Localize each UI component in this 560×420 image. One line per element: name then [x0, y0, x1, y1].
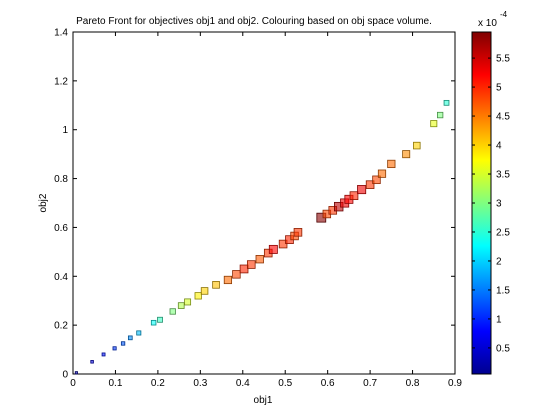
- data-point: [184, 298, 192, 306]
- y-tick-label: 1: [62, 125, 68, 136]
- x-tick-label: 0.1: [108, 378, 122, 389]
- colorbar-tick-label: 5: [496, 83, 502, 94]
- colorbar-tick-label: 2: [496, 256, 502, 267]
- data-point: [443, 99, 450, 106]
- data-point: [268, 244, 278, 254]
- data-point: [177, 302, 185, 309]
- y-tick-label: 1.4: [54, 28, 68, 39]
- data-point: [194, 292, 202, 300]
- data-point: [377, 169, 387, 178]
- plot-area: 0 0.1 0.2 0.3 0.4 0.5 0.6 0.7 0.8 0.9 0 0.2 0.4 0.6 0.…: [54, 28, 462, 390]
- chart-title: Pareto Front for objectives obj1 and obj…: [76, 16, 432, 27]
- data-point: [255, 255, 264, 264]
- data-point: [402, 150, 411, 159]
- colorbar-tick-label: 1: [496, 314, 502, 325]
- colorbar-tick-label: 5.5: [496, 54, 510, 65]
- data-point: [239, 264, 249, 274]
- points-layer: [74, 99, 450, 375]
- colorbar-tick-label: 1.5: [496, 285, 510, 296]
- data-point: [200, 287, 209, 295]
- x-tick-label: 0.2: [151, 378, 165, 389]
- y-tick-label: 0.4: [54, 272, 68, 283]
- x-tick-label: 0.7: [363, 378, 377, 389]
- x-tick-label: 0.3: [193, 378, 207, 389]
- data-point: [169, 308, 176, 315]
- y-tick-label: 0: [62, 370, 68, 381]
- colorbar-tick-label: 3.5: [496, 170, 510, 181]
- data-point: [436, 111, 444, 119]
- data-point: [232, 270, 241, 279]
- data-point: [90, 360, 94, 364]
- y-tick-label: 0.8: [54, 174, 68, 185]
- data-point: [246, 260, 256, 269]
- colorbar-tick-label: 0.5: [496, 343, 510, 354]
- x-tick-label: 0.9: [448, 378, 462, 389]
- colorbar: x 10 -4 0.5 1 1.5 2 2.5 3 3.5 4 4.5 5 5.5: [471, 10, 510, 375]
- data-point: [157, 316, 163, 323]
- data-point: [387, 159, 396, 169]
- data-point: [430, 120, 438, 128]
- data-point: [357, 185, 367, 195]
- x-axis-label: obj1: [254, 395, 273, 406]
- data-point: [101, 352, 106, 357]
- x-tick-label: 0.4: [236, 378, 250, 389]
- colorbar-exponent: -4: [500, 10, 508, 19]
- y-tick-label: 0.2: [54, 321, 68, 332]
- x-tick-label: 0.8: [406, 378, 420, 389]
- data-point: [136, 330, 142, 336]
- data-point: [372, 175, 381, 185]
- y-tick-label: 1.2: [54, 76, 68, 87]
- colorbar-tick-label: 4: [496, 141, 502, 152]
- data-point: [349, 191, 359, 201]
- data-point: [223, 275, 233, 285]
- x-tick-label: 0.5: [278, 378, 292, 389]
- data-point: [413, 141, 421, 150]
- data-point: [120, 341, 126, 346]
- colorbar-tick-label: 3: [496, 199, 502, 210]
- plot-frame-border: [72, 31, 456, 375]
- data-point: [278, 239, 288, 249]
- data-point: [112, 346, 117, 351]
- y-axis-label: obj2: [38, 193, 49, 212]
- x-tick-label: 0: [70, 378, 76, 389]
- colorbar-tick-label: 4.5: [496, 112, 510, 123]
- data-point: [212, 281, 220, 289]
- y-tick-label: 0.6: [54, 223, 68, 234]
- colorbar-tick-label: 2.5: [496, 227, 510, 238]
- data-point: [74, 371, 78, 375]
- colorbar-gradient: [472, 32, 491, 374]
- data-point: [365, 180, 375, 189]
- data-point: [127, 335, 133, 341]
- colorbar-multiplier: x 10: [478, 18, 497, 29]
- data-point: [150, 319, 157, 326]
- x-tick-label: 0.6: [321, 378, 335, 389]
- data-point: [293, 228, 303, 237]
